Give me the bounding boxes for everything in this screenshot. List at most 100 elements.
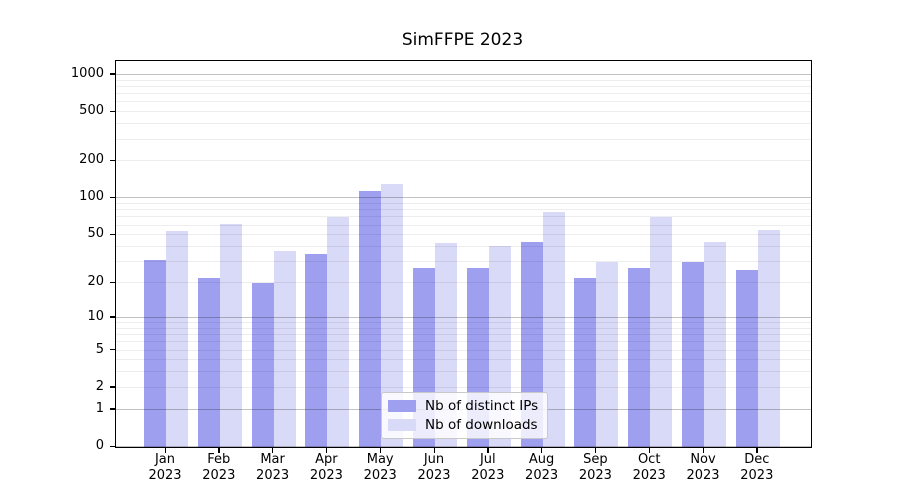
x-tick-apr [325,447,328,453]
x-tick-may [379,447,382,453]
year-label: 2023 [256,468,290,483]
bar-distinct-ips-mar [251,283,274,447]
bar-downloads-sep [596,262,619,447]
y-tick-label-10: 10 [87,308,104,324]
x-tick-jan [164,447,166,453]
year-label: 2023 [686,468,720,483]
bar-distinct-ips-feb [197,278,220,447]
month-label: Sep [583,452,608,467]
month-label: Feb [207,452,231,467]
y-tick-50 [110,233,115,236]
x-tick-oct [648,447,651,453]
month-label: Oct [637,452,661,467]
legend-label-downloads: Nb of downloads [425,417,538,433]
legend-swatch-downloads [388,419,416,431]
chart-title: SimFFPE 2023 [401,30,524,50]
x-tick-label-sep: Sep 2023 [563,452,627,484]
x-tick-jun [433,447,435,453]
x-tick-label-aug: Aug 2023 [510,452,574,484]
y-tick-500 [110,110,115,113]
month-label: Nov [690,452,716,467]
month-label: May [366,452,394,467]
y-tick-label-1: 1 [95,400,104,416]
x-tick-feb [218,447,220,453]
year-label: 2023 [578,468,612,483]
y-tick-label-1000: 1000 [70,65,104,81]
legend-item-downloads: Nb of downloads [388,417,538,433]
x-tick-label-feb: Feb 2023 [187,452,251,484]
legend-label-distinct-ips: Nb of distinct IPs [425,398,539,414]
y-tick-label-5: 5 [95,341,104,357]
x-tick-nov [702,447,704,453]
y-tick-label-50: 50 [87,226,104,242]
y-tick-label-500: 500 [79,103,104,119]
x-tick-label-apr: Apr 2023 [294,452,358,484]
bar-downloads-feb [219,223,242,447]
bar-downloads-aug [542,212,565,447]
bar-downloads-oct [650,216,673,447]
bar-distinct-ips-dec [735,269,758,447]
year-label: 2023 [471,468,505,483]
year-label: 2023 [148,468,182,483]
month-label: Aug [528,452,555,467]
y-tick-label-20: 20 [87,274,104,290]
x-tick-label-oct: Oct 2023 [617,452,681,484]
bar-distinct-ips-sep [574,278,597,447]
bar-distinct-ips-jan [144,260,166,447]
month-label: Jul [479,452,496,467]
bar-downloads-dec [757,230,780,447]
x-tick-label-jan: Jan 2023 [133,452,197,484]
bar-downloads-nov [704,242,726,447]
year-label: 2023 [525,468,559,483]
y-tick-10 [110,316,115,318]
y-tick-1000 [110,73,115,75]
y-tick-0 [110,445,115,447]
plot-area: Nb of distinct IPs Nb of downloads [115,60,812,448]
month-label: Dec [744,452,770,467]
month-label: Jun [423,452,445,467]
x-tick-label-nov: Nov 2023 [671,452,735,484]
year-label: 2023 [309,468,343,483]
bar-downloads-jan [166,231,188,447]
month-label: Jan [154,452,176,467]
bar-distinct-ips-apr [305,254,328,447]
y-tick-100 [110,196,115,199]
x-tick-jul [487,447,489,453]
bar-distinct-ips-may [359,190,382,447]
x-tick-label-jun: Jun 2023 [402,452,466,484]
bar-distinct-ips-nov [682,262,704,447]
month-label: Apr [315,452,338,467]
x-tick-label-mar: Mar 2023 [241,452,305,484]
year-label: 2023 [417,468,451,483]
bars-layer [116,61,811,447]
y-tick-label-200: 200 [79,152,104,168]
x-tick-label-dec: Dec 2023 [725,452,789,484]
y-tick-label-100: 100 [79,189,104,205]
month-label: Mar [260,452,285,467]
bar-downloads-mar [273,251,296,447]
x-tick-label-jul: Jul 2023 [456,452,520,484]
bar-distinct-ips-oct [628,267,651,447]
bar-downloads-apr [327,217,350,447]
x-tick-aug [541,447,543,453]
legend-item-distinct-ips: Nb of distinct IPs [388,398,538,414]
y-tick-200 [110,159,115,162]
x-tick-dec [756,447,758,453]
x-tick-label-may: May 2023 [348,452,412,484]
y-tick-2 [110,386,115,388]
x-tick-sep [594,447,597,453]
year-label: 2023 [363,468,397,483]
y-tick-label-0: 0 [95,438,104,453]
bar-downloads-may [381,184,404,447]
year-label: 2023 [632,468,666,483]
year-label: 2023 [202,468,236,483]
year-label: 2023 [740,468,774,483]
y-tick-20 [110,281,115,283]
legend-swatch-distinct-ips [388,400,416,412]
y-tick-label-2: 2 [95,378,104,394]
legend: Nb of distinct IPs Nb of downloads [381,392,549,439]
y-tick-5 [110,349,115,351]
y-tick-1 [110,408,115,410]
x-tick-mar [272,447,274,453]
